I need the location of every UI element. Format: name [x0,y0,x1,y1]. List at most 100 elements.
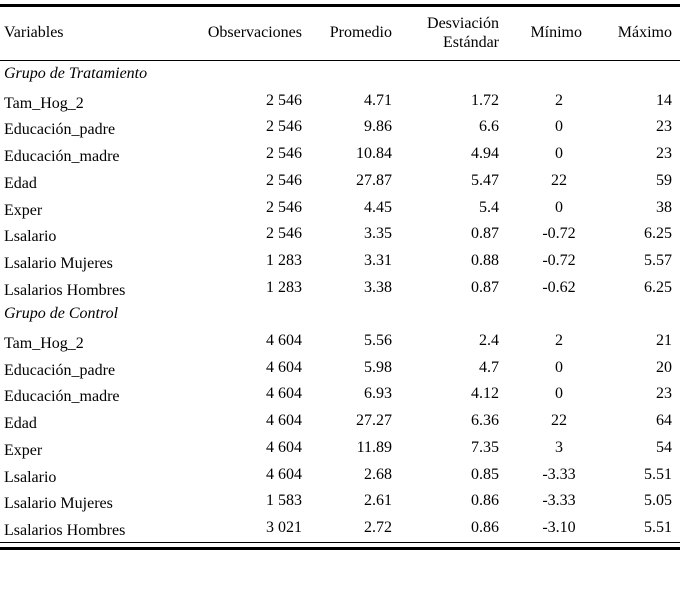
variable-name-cell: Educación_madre [4,148,120,166]
column-header-maximo: Máximo [586,4,680,61]
value-cell-observaciones: 1 283 [266,251,302,269]
value-cell-promedio: 27.27 [356,412,392,430]
variable-name-cell: Lsalario [4,468,57,486]
value-cell-promedio: 3.38 [364,278,392,296]
value-cell-promedio: 3.31 [364,251,392,269]
value-cell-maximo: 5.51 [644,465,672,483]
value-cell-observaciones: 1 283 [266,278,302,296]
table-row: Exper 4 604 11.89 7.35 3 54 [0,435,680,462]
value-cell-desviacion_estandar: 4.7 [479,358,499,376]
value-cell-desviacion_estandar: 0.87 [471,225,499,243]
table-row: Tam_Hog_2 4 604 5.56 2.4 2 21 [0,328,680,355]
value-cell-minimo: -0.72 [542,225,576,243]
value-cell-desviacion_estandar: 1.72 [471,91,499,109]
variable-name-cell: Edad [4,415,37,433]
value-cell-minimo: -0.62 [542,278,576,296]
value-cell-desviacion_estandar: 2.4 [479,332,499,350]
value-cell-desviacion_estandar: 0.87 [471,278,499,296]
value-cell-desviacion_estandar: 6.6 [479,118,499,136]
variable-name-cell: Exper [4,201,43,219]
value-cell-desviacion_estandar: 0.86 [395,514,502,543]
value-cell-maximo: 23 [656,118,672,136]
value-cell-minimo: -3.33 [542,465,576,483]
value-cell-observaciones: 2 546 [266,171,302,189]
variable-name-cell: Educación_padre [4,121,116,139]
variable-name-cell: Lsalario [4,228,57,246]
variable-name-cell: Tam_Hog_2 [4,94,84,112]
value-cell-minimo: 0 [555,385,563,403]
value-cell-observaciones: 2 546 [266,145,302,163]
value-cell-promedio: 11.89 [356,438,392,456]
column-header-promedio: Promedio [305,4,395,61]
value-cell-desviacion_estandar: 0.88 [471,251,499,269]
table-row: Educación_madre 4 604 6.93 4.12 0 23 [0,381,680,408]
table-row: Lsalarios Hombres 3 021 2.72 0.86 -3.10 5.51 [0,514,680,546]
value-cell-promedio: 10.84 [356,145,392,163]
value-cell-desviacion_estandar: 0.85 [471,465,499,483]
table-body: Grupo de Tratamiento Tam_Hog_2 2 546 4.71 1.… [0,61,680,546]
value-cell-desviacion_estandar: 4.12 [471,385,499,403]
value-cell-maximo: 20 [656,358,672,376]
value-cell-maximo: 23 [656,385,672,403]
value-cell-desviacion_estandar: 6.36 [471,412,499,430]
column-header-variables: Variables [0,4,188,61]
table-row: Exper 2 546 4.45 5.4 0 38 [0,195,680,222]
group-label: Grupo de Tratamiento [4,65,148,82]
value-cell-observaciones: 4 604 [266,385,302,403]
value-cell-minimo: 2 [555,91,563,109]
table-row: Edad 4 604 27.27 6.36 22 64 [0,408,680,435]
group-header-row: Grupo de Tratamiento [0,61,680,88]
variable-name-cell: Educación_padre [4,361,116,379]
value-cell-maximo: 59 [656,171,672,189]
column-header-minimo: Mínimo [502,4,586,61]
table-header: Variables Observaciones Promedio Desviac… [0,4,680,61]
group-header-row: Grupo de Control [0,301,680,328]
table-row: Lsalario 2 546 3.35 0.87 -0.72 6.25 [0,221,680,248]
table-row: Educación_padre 2 546 9.86 6.6 0 23 [0,114,680,141]
value-cell-observaciones: 4 604 [266,412,302,430]
value-cell-promedio: 2.72 [305,514,395,543]
value-cell-promedio: 4.45 [364,198,392,216]
value-cell-minimo: 3 [555,438,563,456]
table-row: Edad 2 546 27.87 5.47 22 59 [0,168,680,195]
value-cell-promedio: 2.68 [364,465,392,483]
value-cell-promedio: 5.98 [364,358,392,376]
column-header-desviacion-estandar: Desviación Estándar [395,4,502,61]
value-cell-minimo: 2 [555,332,563,350]
table-row: Lsalario Mujeres 1 283 3.31 0.88 -0.72 5.57 [0,248,680,275]
value-cell-maximo: 64 [656,412,672,430]
value-cell-promedio: 6.93 [364,385,392,403]
value-cell-promedio: 2.61 [364,492,392,510]
variable-name-cell: Lsalarios Hombres [4,281,126,299]
value-cell-minimo: 22 [551,171,567,189]
value-cell-promedio: 5.56 [364,332,392,350]
column-header-observaciones: Observaciones [188,4,305,61]
table-row: Lsalario 4 604 2.68 0.85 -3.33 5.51 [0,462,680,489]
value-cell-minimo: 0 [555,198,563,216]
group-label: Grupo de Control [4,305,119,323]
value-cell-maximo: 5.57 [644,251,672,269]
value-cell-desviacion_estandar: 5.4 [479,198,499,216]
table-row: Educación_padre 4 604 5.98 4.7 0 20 [0,355,680,382]
summary-statistics-table: Variables Observaciones Promedio Desviac… [0,4,680,546]
value-cell-promedio: 4.71 [364,91,392,109]
value-cell-minimo: 0 [555,358,563,376]
variable-name-cell: Edad [4,174,37,192]
table-row: Educación_madre 2 546 10.84 4.94 0 23 [0,141,680,168]
value-cell-maximo: 5.51 [586,514,680,543]
value-cell-promedio: 9.86 [364,118,392,136]
variable-name-cell: Lsalario Mujeres [4,495,113,513]
value-cell-minimo: -0.72 [542,251,576,269]
value-cell-maximo: 54 [656,438,672,456]
value-cell-observaciones: 2 546 [266,225,302,243]
table-row: Tam_Hog_2 2 546 4.71 1.72 2 14 [0,88,680,115]
value-cell-observaciones: 2 546 [266,118,302,136]
value-cell-desviacion_estandar: 0.86 [471,492,499,510]
variable-name-cell: Tam_Hog_2 [4,335,84,353]
value-cell-minimo: 22 [551,412,567,430]
value-cell-maximo: 14 [656,91,672,109]
value-cell-observaciones: 2 546 [266,198,302,216]
header-row: Variables Observaciones Promedio Desviac… [0,4,680,61]
value-cell-maximo: 6.25 [644,225,672,243]
value-cell-promedio: 27.87 [356,171,392,189]
